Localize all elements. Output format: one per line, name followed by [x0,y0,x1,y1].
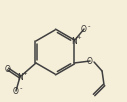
Text: O: O [81,24,87,33]
Text: -: - [87,23,90,29]
Text: O: O [5,64,11,74]
Text: N: N [17,73,23,81]
Text: -: - [19,85,22,91]
Text: N: N [71,37,77,45]
Text: O: O [13,86,19,95]
Text: O: O [87,57,93,65]
Text: +: + [76,35,81,40]
Text: +: + [22,71,27,76]
